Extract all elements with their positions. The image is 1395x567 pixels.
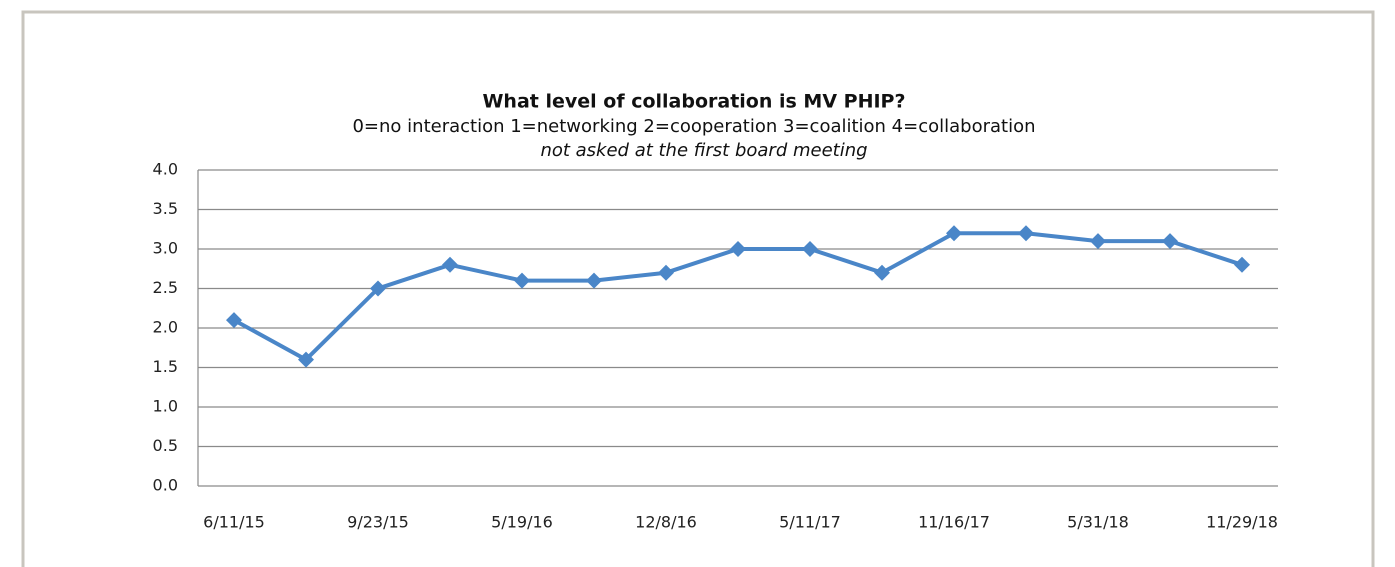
x-tick-label: 6/11/15 <box>203 513 265 532</box>
x-tick-label: 12/8/16 <box>635 513 697 532</box>
data-point <box>1234 256 1250 273</box>
y-tick-label: 2.0 <box>153 318 178 337</box>
frame <box>21 10 1375 567</box>
x-tick-label: 11/16/17 <box>918 513 990 532</box>
data-point <box>370 280 386 297</box>
data-point <box>658 264 674 281</box>
y-tick-label: 3.0 <box>153 239 178 258</box>
x-tick-label: 5/31/18 <box>1067 513 1129 532</box>
data-point <box>514 272 530 289</box>
y-tick-label: 1.0 <box>153 397 178 416</box>
data-point <box>1162 233 1178 250</box>
chart-title: What level of collaboration is MV PHIP? <box>482 91 905 113</box>
y-tick-label: 0.5 <box>153 436 178 455</box>
x-tick-label: 5/11/17 <box>779 513 841 532</box>
data-point <box>442 256 458 273</box>
data-point <box>586 272 602 289</box>
y-tick-label: 4.0 <box>153 160 178 179</box>
annotation: not asked at the first board meeting <box>540 140 867 161</box>
data-point <box>730 241 746 257</box>
data-point <box>946 225 962 242</box>
y-tick-label: 2.5 <box>153 278 178 297</box>
y-tick-label: 1.5 <box>153 357 178 376</box>
chart-subtitle: 0=no interaction 1=networking 2=cooperat… <box>352 116 1035 137</box>
x-tick-label: 5/19/16 <box>491 513 553 532</box>
y-tick-label: 3.5 <box>153 199 178 218</box>
x-tick-label: 11/29/18 <box>1206 513 1278 532</box>
data-point <box>1090 233 1106 250</box>
x-tick-label: 9/23/15 <box>347 513 409 532</box>
data-point <box>226 312 242 329</box>
data-point <box>802 241 818 257</box>
y-tick-label: 0.0 <box>153 476 178 495</box>
data-point <box>1018 225 1034 242</box>
data-point <box>874 264 890 281</box>
data-point <box>298 351 314 368</box>
